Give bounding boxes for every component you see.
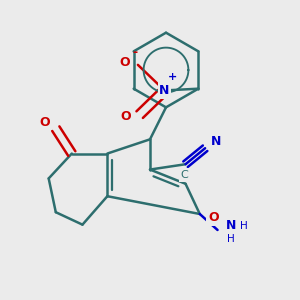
Text: C: C [181, 170, 188, 180]
Text: N: N [211, 135, 221, 148]
Text: O: O [119, 56, 130, 69]
Text: -: - [133, 46, 138, 59]
Text: +: + [168, 72, 177, 82]
Text: N: N [159, 84, 170, 97]
Text: O: O [40, 116, 50, 129]
Text: H: H [227, 234, 235, 244]
Text: O: O [208, 211, 219, 224]
Text: H: H [240, 221, 248, 231]
Text: O: O [121, 110, 131, 123]
Text: N: N [226, 219, 236, 232]
